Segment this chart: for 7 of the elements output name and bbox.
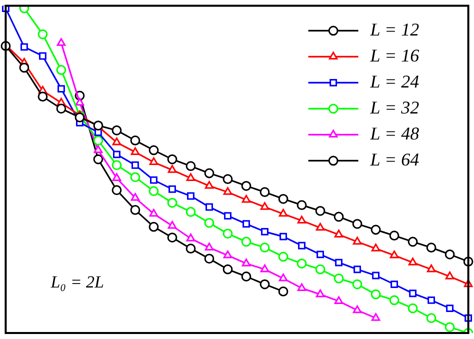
annotation: L₀ = 2L: [50, 272, 104, 292]
legend-label: L = 16: [369, 45, 420, 66]
legend-label: L = 12: [369, 19, 420, 40]
legend-label: L = 24: [369, 71, 420, 92]
legend-label: L = 32: [369, 97, 420, 118]
legend-label: L = 64: [369, 149, 420, 170]
legend-label: L = 48: [369, 123, 420, 144]
